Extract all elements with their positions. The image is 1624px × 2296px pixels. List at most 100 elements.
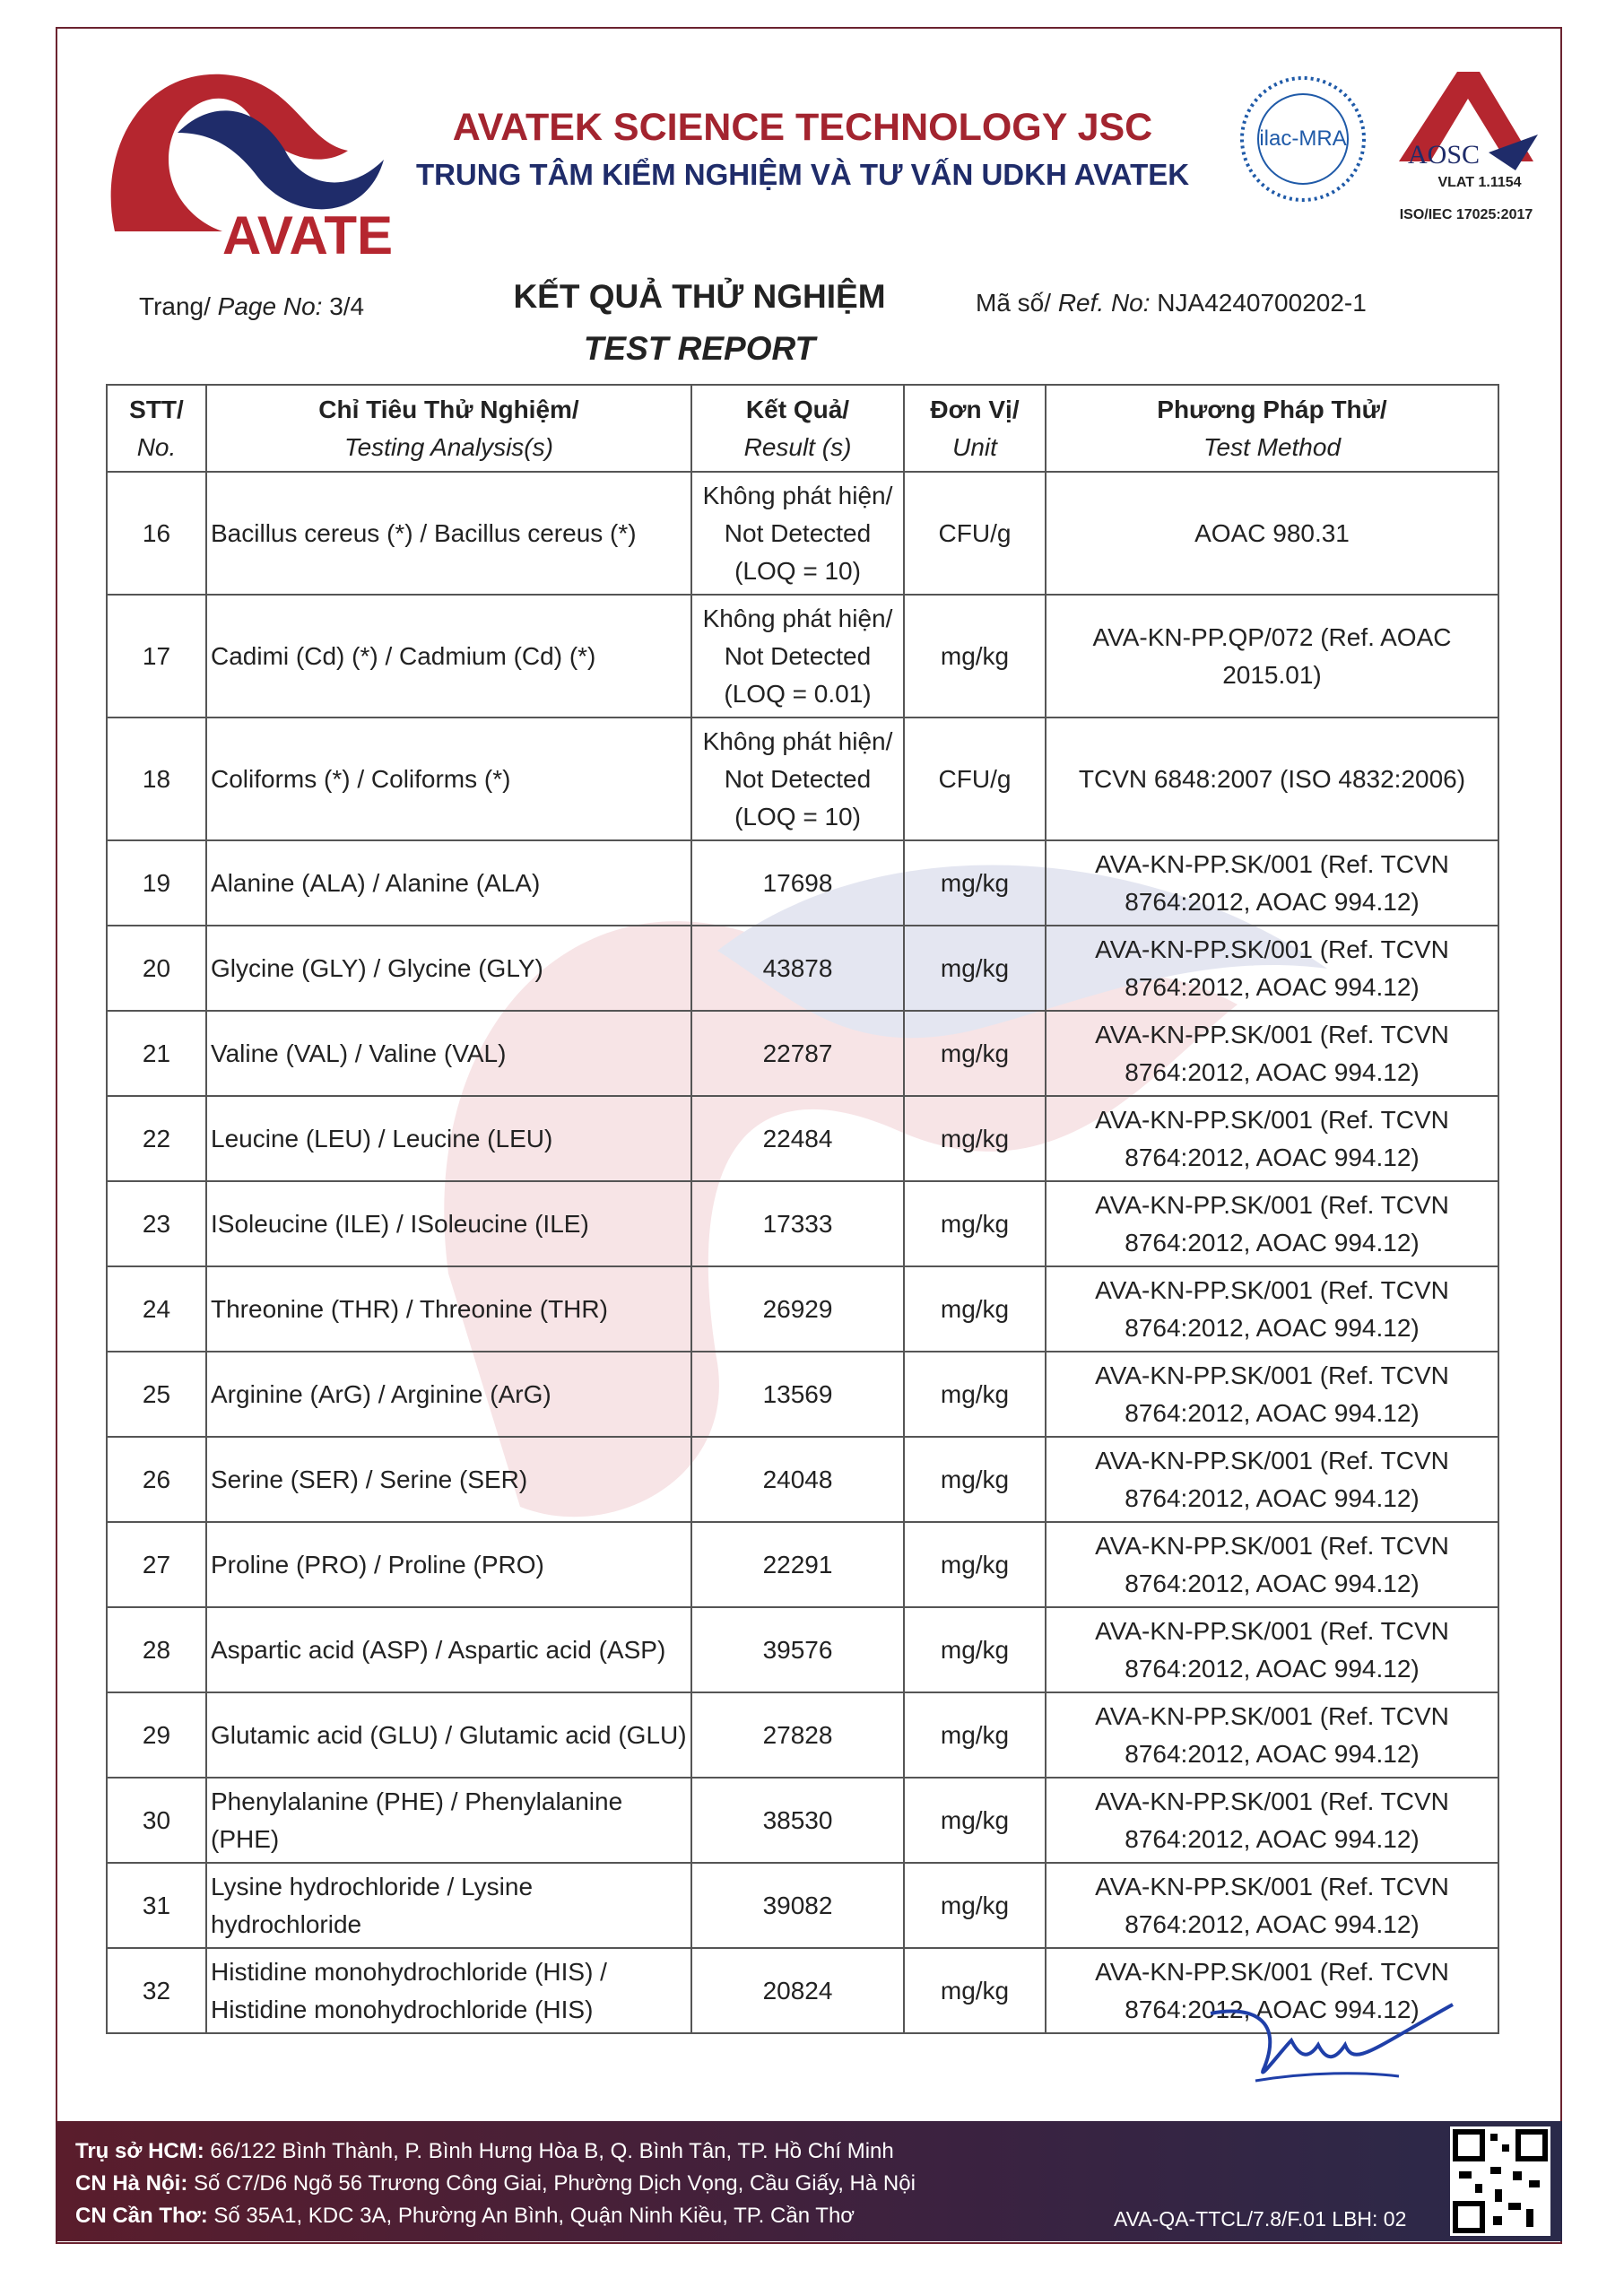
table-row: 26 Serine (SER) / Serine (SER) 24048 mg/kg A… [106,1436,1499,1523]
row-number: 19 [106,839,207,926]
table-row: 24 Threonine (THR) / Threonine (THR) 26929… [106,1265,1499,1352]
analysis: Phenylalanine (PHE) / Phenylalanine (PHE… [205,1777,692,1864]
analysis: Alanine (ALA) / Alanine (ALA) [205,839,692,926]
vlat: VLAT 1.1154 [1437,175,1521,190]
footer-label: CN Hà Nội: [75,2171,188,2196]
footer: Trụ sở HCM: 66/122 Bình Thành, P. Bình H… [56,2121,1562,2241]
analysis: Glycine (GLY) / Glycine (GLY) [205,925,692,1012]
unit: mg/kg [903,1862,1046,1949]
analysis: Lysine hydrochloride / Lysine hydrochlor… [205,1862,692,1949]
result: 43878 [690,925,905,1012]
row-number: 32 [106,1947,207,2034]
unit: mg/kg [903,1947,1046,2034]
unit: mg/kg [903,594,1046,718]
method: AVA-KN-PP.SK/001 (Ref. TCVN 8764:2012, A… [1045,1777,1499,1864]
result: 26929 [690,1265,905,1352]
page-value: 3/4 [329,292,365,320]
footer-line: CN Hà Nội: Số C7/D6 Ngõ 56 Trương Công G… [75,2171,916,2196]
unit: mg/kg [903,1095,1046,1182]
row-number: 28 [106,1606,207,1693]
title-en: TEST REPORT [583,330,816,367]
table-row: 20 Glycine (GLY) / Glycine (GLY) 43878 mg/k… [106,925,1499,1012]
method: AVA-KN-PP.SK/001 (Ref. TCVN 8764:2012, A… [1045,1265,1499,1352]
method: AVA-KN-PP.SK/001 (Ref. TCVN 8764:2012, A… [1045,1862,1499,1949]
column-header-en: Result (s) [743,432,852,461]
result: 24048 [690,1436,905,1523]
row-number: 30 [106,1777,207,1864]
footer-label: CN Cần Thơ: [75,2204,208,2228]
row-number: 21 [106,1010,207,1097]
result: 27828 [690,1692,905,1779]
ref-label-en: Ref. No: [1057,289,1151,317]
analysis: Leucine (LEU) / Leucine (LEU) [205,1095,692,1182]
analysis: Bacillus cereus (*) / Bacillus cereus (*… [205,471,692,596]
method: AVA-KN-PP.QP/072 (Ref. AOAC 2015.01) [1045,594,1499,718]
ref-number: Mã số/ Ref. No: NJA4240700202-1 [976,289,1367,317]
row-number: 16 [106,471,207,596]
column-header-vi: Phương Pháp Thử/ [1157,395,1387,423]
row-number: 20 [106,925,207,1012]
analysis: Arginine (ArG) / Arginine (ArG) [205,1351,692,1438]
result: Không phát hiện/ Not Detected (LOQ = 10) [690,471,905,596]
result: 22484 [690,1095,905,1182]
page-label: Trang/ [139,292,211,320]
method: AVA-KN-PP.SK/001 (Ref. TCVN 8764:2012, A… [1045,1010,1499,1097]
footer-line: Trụ sở HCM: 66/122 Bình Thành, P. Bình H… [75,2139,894,2164]
form-code: AVA-QA-TTCL/7.8/F.01 LBH: 02 [1114,2207,1407,2231]
method: AVA-KN-PP.SK/001 (Ref. TCVN 8764:2012, A… [1045,1692,1499,1779]
table-row: 23 ISoleucine (ILE) / ISoleucine (ILE) 173… [106,1180,1499,1267]
footer-line: CN Cần Thơ: Số 35A1, KDC 3A, Phường An B… [75,2204,855,2229]
unit: mg/kg [903,1010,1046,1097]
unit: mg/kg [903,1265,1046,1352]
result: Không phát hiện/ Not Detected (LOQ = 0.0… [690,594,905,718]
unit: CFU/g [903,717,1046,841]
aosc-text: AOSC [1408,140,1480,170]
analysis: Cadimi (Cd) (*) / Cadmium (Cd) (*) [205,594,692,718]
method: AVA-KN-PP.SK/001 (Ref. TCVN 8764:2012, A… [1045,1521,1499,1608]
page-number: Trang/ Page No: 3/4 [139,292,364,321]
analysis: Coliforms (*) / Coliforms (*) [205,717,692,841]
result: 39082 [690,1862,905,1949]
row-number: 24 [106,1265,207,1352]
method: AVA-KN-PP.SK/001 (Ref. TCVN 8764:2012, A… [1045,839,1499,926]
ref-value: NJA4240700202-1 [1157,289,1367,317]
footer-text: Số C7/D6 Ngõ 56 Trương Công Giai, Phường… [194,2171,916,2196]
table-row: 27 Proline (PRO) / Proline (PRO) 22291 mg/k… [106,1521,1499,1608]
row-number: 22 [106,1095,207,1182]
table-row: 31 Lysine hydrochloride / Lysine hydrochl… [106,1862,1499,1949]
column-header-vi: Đơn Vị/ [930,395,1020,423]
unit: CFU/g [903,471,1046,596]
column-header: Đơn Vị/Unit [903,384,1046,473]
column-header-en: Unit [952,432,997,461]
method: AVA-KN-PP.SK/001 (Ref. TCVN 8764:2012, A… [1045,925,1499,1012]
result: 22787 [690,1010,905,1097]
row-number: 29 [106,1692,207,1779]
result: 17698 [690,839,905,926]
column-header-en: Testing Analysis(s) [344,432,553,461]
row-number: 17 [106,594,207,718]
column-header: Phương Pháp Thử/Test Method [1045,384,1499,473]
result: 13569 [690,1351,905,1438]
result: 38530 [690,1777,905,1864]
table-row: 22 Leucine (LEU) / Leucine (LEU) 22484 mg/k… [106,1095,1499,1182]
method: AVA-KN-PP.SK/001 (Ref. TCVN 8764:2012, A… [1045,1095,1499,1182]
method: AVA-KN-PP.SK/001 (Ref. TCVN 8764:2012, A… [1045,1436,1499,1523]
signature [1210,2003,1454,2083]
table-row: 29 Glutamic acid (GLU) / Glutamic acid (G… [106,1692,1499,1779]
result: 20824 [690,1947,905,2034]
method: TCVN 6848:2007 (ISO 4832:2006) [1045,717,1499,841]
column-header-vi: STT/ [129,395,184,423]
row-number: 27 [106,1521,207,1608]
unit: mg/kg [903,925,1046,1012]
method: AOAC 980.31 [1045,471,1499,596]
table-row: 28 Aspartic acid (ASP) / Aspartic acid (A… [106,1606,1499,1693]
table-row: 25 Arginine (ArG) / Arginine (ArG) 13569 mg… [106,1351,1499,1438]
column-header-en: Test Method [1203,432,1342,461]
column-header: Chỉ Tiêu Thử Nghiệm/Testing Analysis(s) [205,384,692,473]
analysis: Serine (SER) / Serine (SER) [205,1436,692,1523]
row-number: 18 [106,717,207,841]
unit: mg/kg [903,1521,1046,1608]
center-name: TRUNG TÂM KIỂM NGHIỆM VÀ TƯ VẤN UDKH AVA… [415,158,1190,191]
method: AVA-KN-PP.SK/001 (Ref. TCVN 8764:2012, A… [1045,1180,1499,1267]
